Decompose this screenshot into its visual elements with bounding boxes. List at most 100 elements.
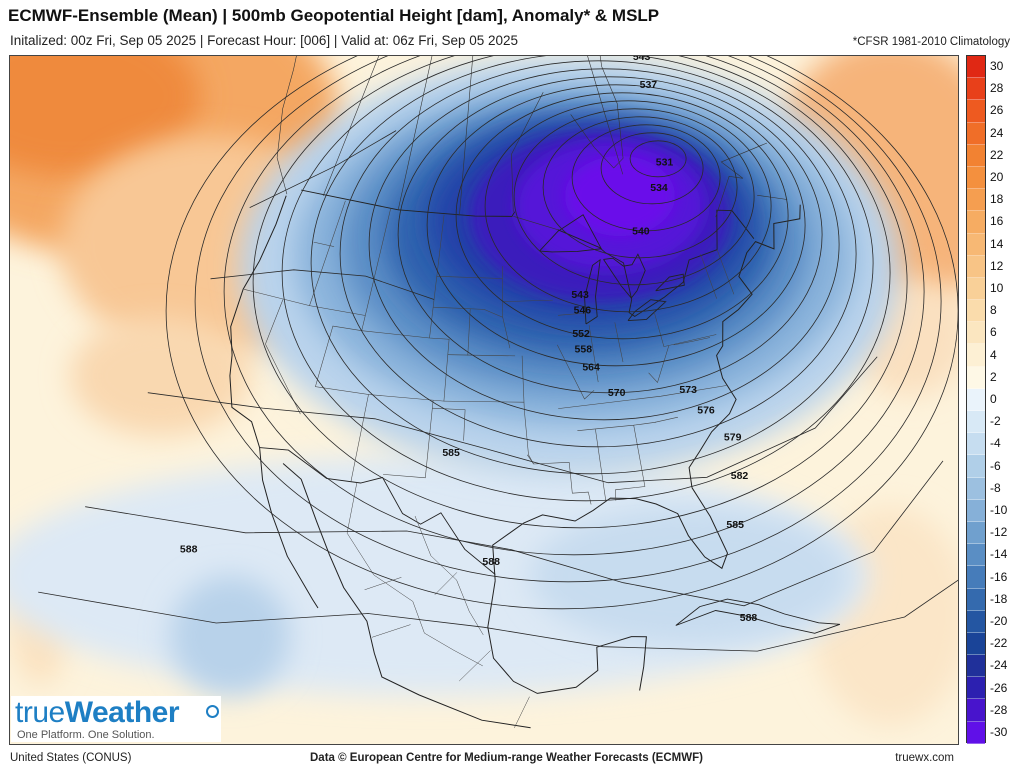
geo-line [276,56,297,195]
contour-label: 564 [582,361,600,373]
geo-line [309,200,346,306]
height-contour [600,132,704,205]
geo-line [513,216,558,230]
colorbar-tick-label: 10 [990,281,1004,296]
geo-line [433,306,503,318]
colorbar-tick-label: -20 [990,613,1008,628]
geo-line [502,299,553,302]
forecast-run-info: Initalized: 00z Fri, Sep 05 2025 | Forec… [10,33,519,48]
geo-line [383,400,434,479]
region-label: United States (CONUS) [10,752,132,764]
geo-line [265,299,301,415]
colorbar-bin [967,144,985,167]
colorbar-bin [967,100,985,123]
height-contour [484,100,772,313]
colorbar-tick-label: 24 [990,125,1004,140]
colorbar-bin [967,477,985,500]
height-contour [310,56,874,475]
colorbar-bin [967,322,985,345]
map-title: ECMWF-Ensemble (Mean) | 500mb Geopotenti… [8,6,660,25]
geo-line [539,214,603,253]
geo-line [675,598,841,634]
geo-line [557,344,595,400]
contour-label: 540 [632,226,650,238]
geo-line [587,56,624,175]
geo-line [627,299,667,322]
colorbar-bin [967,122,985,145]
geo-line [259,447,496,575]
geo-line [715,142,768,218]
geo-line [514,696,530,729]
colorbar-tick-label: 4 [990,347,997,362]
geo-line [511,92,544,212]
geo-line [313,241,335,247]
geo-line [614,322,624,363]
colorbar-tick-label: 28 [990,81,1004,96]
geo-line [429,214,445,339]
colorbar-tick-label: -22 [990,636,1008,651]
geo-line [603,253,646,299]
geo-line [459,56,474,216]
geo-line [558,312,588,316]
colorbar-bin [967,699,985,722]
geo-line [244,289,366,316]
height-contour [542,116,738,259]
colorbar-bin [967,655,985,678]
geography-outlines [229,56,841,729]
height-contour [85,460,944,607]
colorbar-bin [967,499,985,522]
geo-line [688,204,801,488]
colorbar-tick-label: 16 [990,214,1004,229]
colorbar-bin [967,78,985,101]
contour-label: 576 [697,405,715,417]
height-contour [223,56,925,556]
height-contour [397,76,823,394]
height-contour [252,56,908,529]
contour-label: 588 [180,544,198,556]
colorbar-tick-label: 0 [990,392,997,406]
geo-line [397,56,433,210]
colorbar-tick-label: 8 [990,303,997,318]
colorbar-bin [967,521,985,545]
geo-line [301,189,516,217]
geo-line [595,429,607,502]
geo-line [459,650,491,682]
colorbar-tick-label: -10 [990,502,1008,517]
contour-label: 552 [572,328,590,340]
geo-line [229,195,319,609]
geo-line [434,572,458,595]
colorbar-tick-label: 26 [990,103,1004,118]
geo-line [654,416,678,423]
contour-labels: 5495435375315345405435465525585645705735… [180,56,757,624]
colorbar-tick-label: -18 [990,591,1008,606]
contour-label: 573 [679,384,697,396]
colorbar-bin [967,211,985,234]
data-credit: Data © European Centre for Medium-range … [310,752,703,764]
height-contour [455,92,789,340]
height-contours [38,56,958,652]
colorbar-tick-label: -16 [990,569,1008,584]
site-link[interactable]: truewx.com [895,752,954,764]
colorbar-tick-label: -6 [990,458,1001,473]
colorbar-tick-label: 30 [990,59,1004,74]
geo-line [447,354,516,357]
contour-label: 585 [442,447,460,459]
colorbar-bin [967,233,985,256]
colorbar-bin [967,189,985,212]
colorbar-bin [967,721,985,744]
height-contour [38,579,958,652]
contour-label: 543 [571,289,589,301]
geo-line [467,309,471,356]
colorbar-bin [967,566,985,589]
contour-label: 570 [608,387,626,399]
colorbar-tick-label: 20 [990,170,1004,185]
logo-wordmark: trueWeather [15,696,180,730]
colorbar-bin [967,411,985,434]
colorbar-tick-label: 18 [990,192,1004,207]
height-contour [426,84,806,367]
contour-label: 543 [633,56,651,63]
geo-line [588,325,599,383]
geo-line [521,355,534,465]
geo-line [757,195,788,200]
colorbar-bin [967,388,985,411]
